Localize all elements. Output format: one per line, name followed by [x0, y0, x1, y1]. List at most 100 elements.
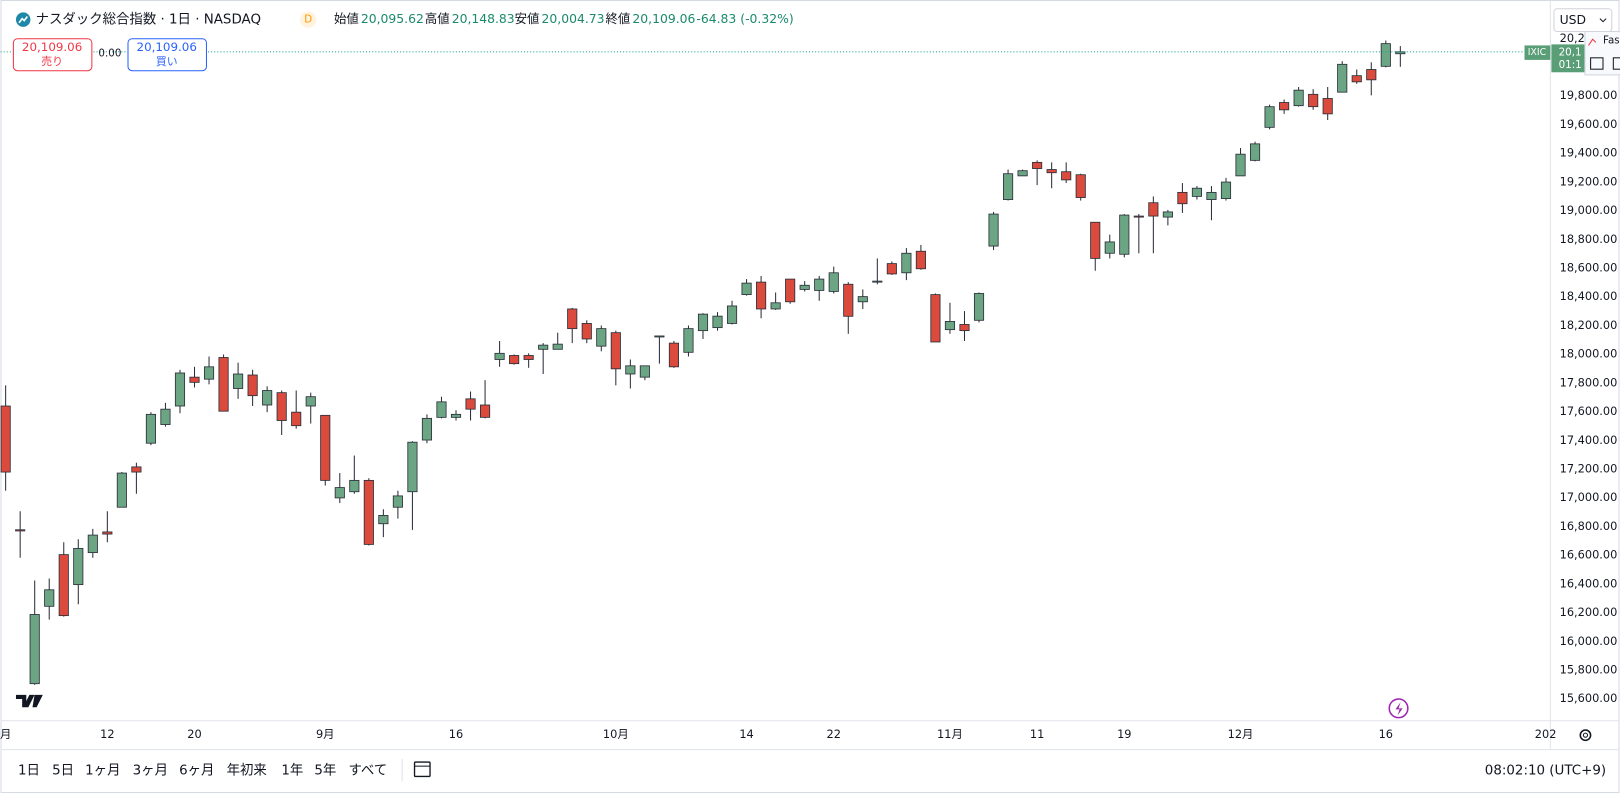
- currency-select[interactable]: [1553, 8, 1613, 33]
- candle-body: [73, 548, 84, 586]
- buy-label: 買い: [156, 55, 178, 68]
- candle-body: [276, 392, 287, 421]
- ohlc-change: -64.83 (-0.32%): [696, 11, 793, 26]
- candle-body: [378, 515, 389, 525]
- candle-body: [58, 554, 69, 617]
- candle-body: [552, 343, 563, 350]
- candle-body: [145, 413, 156, 444]
- candle-body: [799, 284, 810, 290]
- ohlc-label: 始値: [334, 11, 359, 26]
- range-button[interactable]: 1日: [18, 763, 40, 778]
- candle-body: [915, 250, 926, 270]
- range-button[interactable]: 3ヶ月: [133, 763, 168, 778]
- sell-button[interactable]: [12, 38, 93, 72]
- settings-glyph: [1582, 732, 1589, 738]
- y-tick-label: 18,600.00: [1560, 260, 1618, 274]
- alert-icon[interactable]: [1388, 698, 1409, 719]
- date-range-button[interactable]: [413, 761, 431, 778]
- candle-body: [421, 417, 433, 441]
- candle-body: [1337, 63, 1348, 93]
- candle-body: [654, 335, 665, 338]
- candle-body: [1061, 171, 1072, 181]
- candle-body: [697, 313, 709, 332]
- y-tick-label: 19,200.00: [1560, 174, 1618, 188]
- candle-body: [596, 328, 607, 347]
- range-button[interactable]: 1ヶ月: [85, 763, 120, 778]
- y-tick-label: 17,200.00: [1560, 461, 1618, 475]
- candle-body: [1075, 174, 1086, 198]
- currency-text: USD: [1560, 12, 1586, 27]
- candle-body: [1003, 173, 1014, 200]
- candle-body: [131, 466, 142, 473]
- range-button[interactable]: 年初来: [227, 762, 267, 778]
- symbol-title[interactable]: ナスダック総合指数 · 1日 · NASDAQ: [36, 12, 261, 28]
- candle-body: [334, 487, 345, 499]
- sell-price: 20,109.06: [22, 40, 82, 54]
- candle-body: [1177, 191, 1188, 205]
- candle-body: [509, 355, 520, 365]
- price-tag-text: 20,1: [1559, 47, 1582, 59]
- alert-glyph: [1395, 702, 1403, 716]
- range-button[interactable]: 6ヶ月: [179, 763, 214, 778]
- candle-body: [639, 365, 650, 378]
- y-tick-label: 19,400.00: [1560, 146, 1618, 160]
- candle-body: [15, 529, 26, 532]
- candle-body: [1279, 102, 1290, 111]
- countdown-text: 01:1: [1559, 59, 1582, 71]
- candle-body: [218, 357, 229, 412]
- candle-body: [494, 352, 505, 360]
- range-button[interactable]: 5日: [52, 763, 74, 778]
- buy-button[interactable]: [127, 38, 207, 72]
- candle-body: [1308, 93, 1319, 108]
- candle-body: [1148, 202, 1159, 217]
- candle-body: [1133, 215, 1144, 218]
- badge-text: D: [304, 14, 312, 26]
- candle-body: [741, 282, 752, 296]
- y-tick-label: 20,2: [1560, 31, 1585, 45]
- time-axis: 月 12 20 9月 16 10月 14 22 11月 11 19 12月 16 202: [0, 727, 1556, 741]
- candle-body: [0, 405, 11, 473]
- range-button[interactable]: すべて: [348, 762, 387, 778]
- candle-body: [770, 302, 781, 310]
- y-tick-label: 19,800.00: [1560, 88, 1618, 102]
- candle-body: [625, 365, 636, 375]
- candle-body: [363, 479, 374, 545]
- candle-body: [203, 366, 215, 380]
- range-button[interactable]: 5年: [314, 762, 336, 778]
- y-tick-label: 18,400.00: [1560, 289, 1618, 303]
- clock: 08:02:10 (UTC+9): [1485, 763, 1606, 778]
- candle-body: [1162, 211, 1173, 218]
- candle-body: [712, 315, 723, 329]
- y-tick-label: 19,600.00: [1560, 117, 1618, 131]
- candle-body: [1264, 106, 1275, 128]
- range-button[interactable]: 1年: [281, 762, 303, 778]
- x-tick-label: 20: [187, 727, 201, 741]
- candle-body: [857, 296, 868, 303]
- candle-body: [959, 324, 970, 332]
- candle-body: [843, 283, 854, 317]
- logo[interactable]: [15, 694, 43, 708]
- candle-body: [116, 472, 127, 508]
- y-tick-label: 18,000.00: [1560, 347, 1618, 361]
- y-tick-label: 16,400.00: [1560, 576, 1618, 590]
- candle-body: [973, 293, 985, 321]
- candle-body: [160, 408, 171, 425]
- candle-body: [567, 308, 578, 330]
- y-tick-label: 15,600.00: [1560, 691, 1618, 705]
- candle-body: [785, 278, 796, 303]
- candle-body: [262, 390, 273, 406]
- candle-body: [1249, 143, 1261, 161]
- popup-button[interactable]: [1590, 57, 1604, 70]
- x-tick-label: 16: [1379, 727, 1393, 741]
- candle-body: [1032, 161, 1043, 169]
- dropdown-arrow: [1599, 18, 1607, 23]
- settings-icon[interactable]: [1579, 729, 1592, 742]
- x-tick-label: 12月: [1228, 727, 1254, 741]
- candle-body: [944, 321, 956, 331]
- candle-body: [407, 441, 418, 493]
- candle-body: [1366, 69, 1377, 81]
- candle-body: [189, 376, 200, 383]
- popup-button[interactable]: [1612, 57, 1620, 70]
- badge: [299, 11, 317, 28]
